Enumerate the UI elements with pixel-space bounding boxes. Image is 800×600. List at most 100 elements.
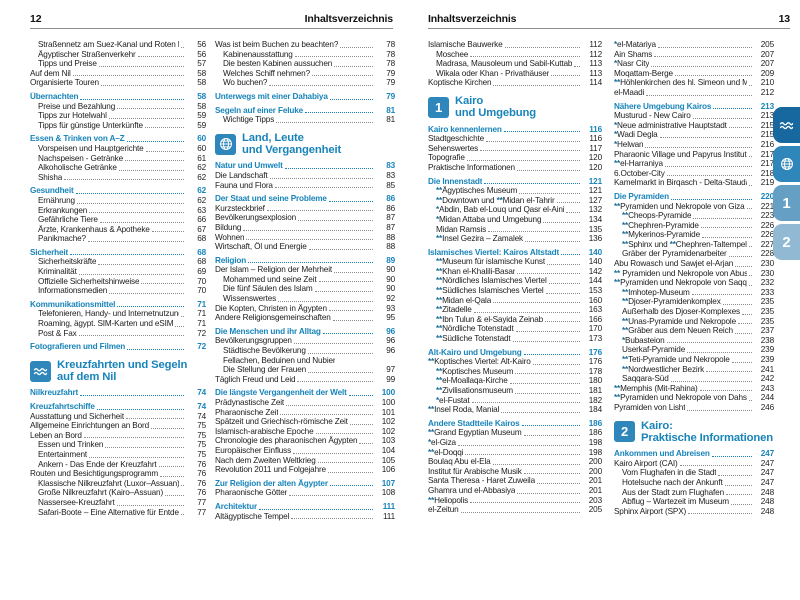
entry-page-number: 207 <box>760 49 774 59</box>
toc-entry: Fauna und Flora 85 <box>215 181 395 191</box>
dotted-leader <box>659 136 752 138</box>
entry-title: Die Kopten, Christen in Ägypten <box>215 303 327 313</box>
entry-title: Preise und Bezahlung <box>38 101 116 111</box>
dotted-leader <box>688 513 752 515</box>
toc-entry: **Heliopolis 203 <box>428 496 602 506</box>
entry-page-number: 226 <box>760 220 774 230</box>
entry-title: Sicherheitskräfte <box>38 257 97 267</box>
dotted-leader <box>278 300 373 302</box>
entry-title: Safari-Boote – Eine Alternative für Entd… <box>38 507 179 517</box>
entry-title: Straßennetz am Suez-Kanal und Roten Meer <box>38 40 179 49</box>
entry-page-number: 238 <box>760 335 774 345</box>
dotted-leader <box>699 390 752 392</box>
toc-entry: Kabinenausstattung 78 <box>215 50 395 60</box>
dotted-leader <box>334 271 373 273</box>
entry-title: Fellachen, Beduinen und Nubier <box>223 355 336 365</box>
entry-title: Zur Religion der alten Ägypter <box>215 478 328 488</box>
entry-title: Islamische Bauwerke <box>428 40 503 49</box>
entry-title: *Nasr City <box>614 59 650 69</box>
entry-title: **Memphis (Mit-Rahina) <box>614 383 698 393</box>
toc-entry: Gräber der Pyramidenarbeiter 228 <box>614 249 774 259</box>
toc-entry: Erkrankungen 63 <box>30 206 206 216</box>
toc-entry: **Insel Gezira – Zamalek 136 <box>428 234 602 244</box>
entry-title: Ankern - Das Ende der Kreuzfahrt <box>38 459 157 469</box>
entry-page-number: 57 <box>197 59 206 69</box>
toc-entry: Userkaf-Pyramide 239 <box>614 345 774 355</box>
dotted-leader <box>175 325 184 327</box>
entry-title: **Südliches Islamisches Viertel <box>436 286 544 296</box>
toc-heading: Fotografieren und Filmen 72 <box>30 342 206 352</box>
entry-title: *Abdin, Bab el-Louq und Qasr el-Aini <box>436 205 565 215</box>
dotted-leader <box>286 404 373 406</box>
dotted-leader <box>466 159 580 161</box>
entry-title: Madrasa, Mausoleum und Sabil-Kuttab <box>436 59 573 69</box>
entry-title: *Midan Attaba und Umgebung <box>436 214 542 224</box>
dotted-leader <box>289 494 373 496</box>
entry-page-number: 56 <box>197 40 206 49</box>
entry-page-number: 153 <box>588 286 602 296</box>
dotted-leader <box>89 212 184 214</box>
entry-title: Moschee <box>436 49 469 59</box>
waves-icon <box>30 360 51 382</box>
toc-entry: Moschee 112 <box>428 50 602 60</box>
toc-entry: Roaming, ägypt. SIM-Karten und eSIM 71 <box>30 319 206 329</box>
dotted-leader <box>125 418 184 420</box>
entry-title: Sicherheit <box>30 247 69 257</box>
toc-heading: Zur Religion der alten Ägypter 107 <box>215 479 395 489</box>
toc-entry: Wikala oder Khan - Privathäuser 113 <box>428 69 602 79</box>
toc-entry: **Zivilisationsmuseum 181 <box>428 386 602 396</box>
star-rating: ** <box>436 324 443 334</box>
dotted-leader <box>726 494 752 496</box>
dotted-leader <box>293 452 373 454</box>
dotted-leader <box>311 75 373 77</box>
entry-title: Tipps zur Hotelwahl <box>38 111 107 121</box>
section-heading: 1 Kairo und Umgebung <box>428 95 602 120</box>
entry-page-number: 68 <box>197 247 206 257</box>
dotted-leader <box>674 75 752 77</box>
entry-title: Was ist beim Buchen zu beachten? <box>215 40 339 49</box>
dotted-leader <box>127 348 184 350</box>
dotted-leader <box>98 65 184 67</box>
entry-title: Nilkreuzfahrt <box>30 388 79 398</box>
star-rating: ** <box>622 326 629 336</box>
star-rating: ** <box>622 287 629 297</box>
dotted-leader <box>646 94 752 96</box>
dotted-leader <box>165 494 184 496</box>
dotted-leader <box>532 363 580 365</box>
entry-page-number: 217 <box>760 159 774 169</box>
entry-title: **Nördliches Islamisches Viertel <box>436 276 547 286</box>
entry-title: Ägyptischer Straßenverkehr <box>38 49 136 59</box>
star-rating: ** <box>614 278 621 288</box>
entry-page-number: 247 <box>760 449 774 459</box>
star-rating: * <box>436 214 440 224</box>
entry-title: Sphinx Airport (SPX) <box>614 506 687 516</box>
star-rating: * <box>614 120 618 130</box>
toc-entry: **Zitadelle 163 <box>428 305 602 315</box>
entry-title: Vom Flughafen in die Stadt <box>622 468 717 478</box>
entry-title: Koptische Kirchen <box>428 78 492 88</box>
dotted-leader <box>514 392 580 394</box>
dotted-leader <box>691 294 752 296</box>
toc-heading: Architektur 111 <box>215 502 395 512</box>
entry-title: Post & Fax <box>38 328 77 338</box>
entry-page-number: 120 <box>588 162 602 172</box>
entry-title: **Unas-Pyramide und Nekropole <box>622 316 736 326</box>
entry-page-number: 58 <box>197 78 206 88</box>
dotted-leader <box>519 192 580 194</box>
toc-heading: Ankommen und Abreisen 247 <box>614 449 774 459</box>
entry-page-number: 71 <box>197 319 206 329</box>
entry-title: Santa Theresa - Haret Zuweila <box>428 476 535 486</box>
entry-page-number: 114 <box>589 78 602 88</box>
entry-title: Wirtschaft, Öl und Energie <box>215 242 307 252</box>
chapter-number-badge: 1 <box>428 96 449 118</box>
section-title-line: Kairo <box>455 94 484 107</box>
toc-entry: Altägyptische Tempel 111 <box>215 512 395 522</box>
star-rating: ** <box>428 357 435 367</box>
entry-page-number: 78 <box>386 59 395 69</box>
toc-heading: Kommunikationsmittel 71 <box>30 300 206 310</box>
entry-page-number: 186 <box>588 428 602 438</box>
entry-page-number: 127 <box>588 195 602 205</box>
toc-entry: Auf dem Nil 58 <box>30 69 206 79</box>
section-title-line: und Umgebung <box>455 107 537 120</box>
dotted-leader <box>317 462 373 464</box>
